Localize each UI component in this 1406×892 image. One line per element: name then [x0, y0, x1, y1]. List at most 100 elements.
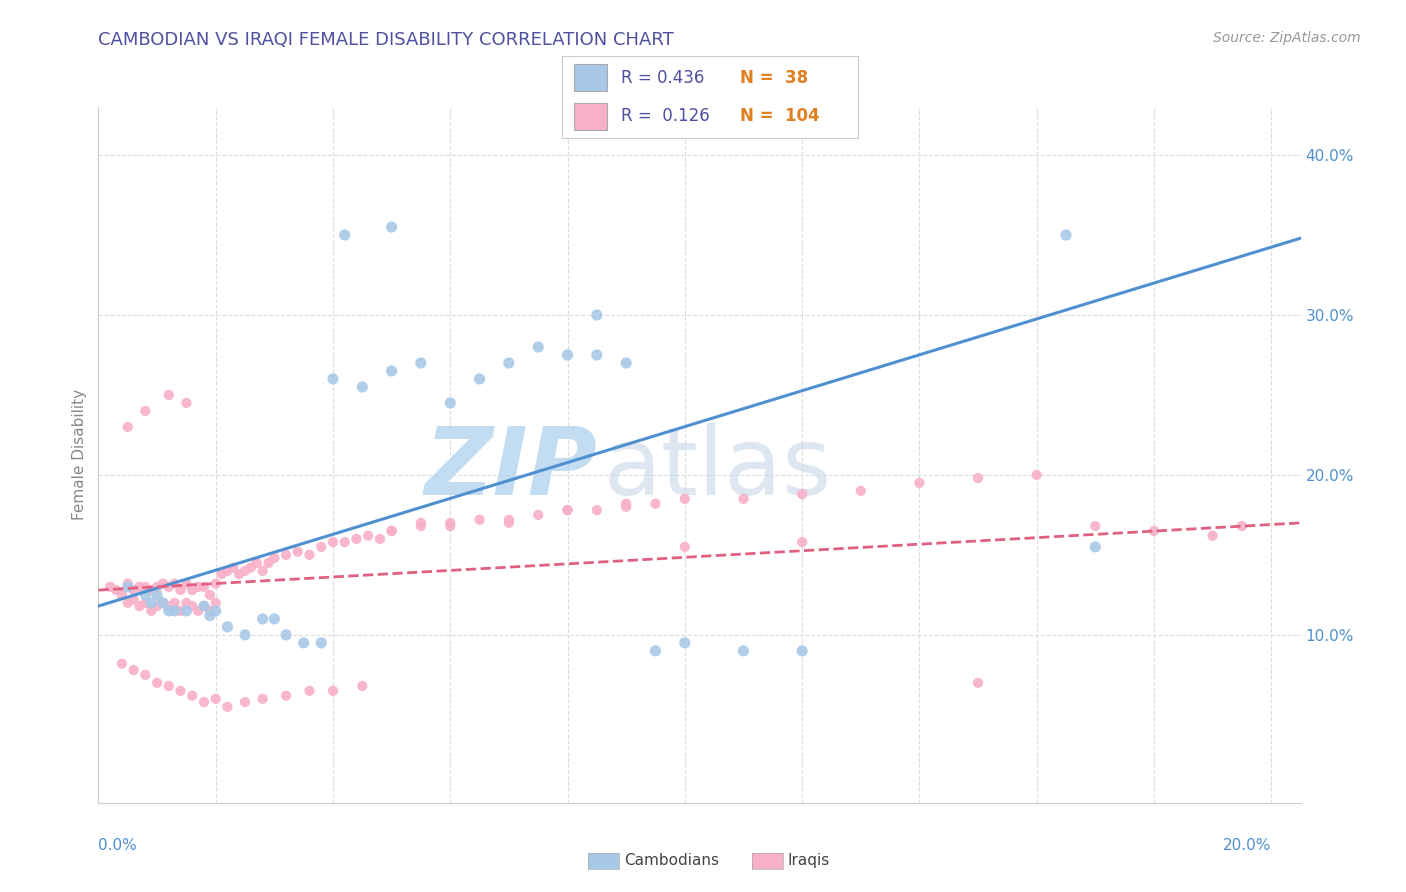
Point	[1230, 519, 1253, 533]
Text: N =  104: N = 104	[740, 107, 820, 125]
Point	[644, 644, 666, 658]
Point	[439, 519, 461, 533]
Point	[352, 679, 374, 693]
Point	[614, 497, 637, 511]
Point	[357, 529, 380, 543]
Point	[157, 388, 180, 402]
Point	[176, 396, 198, 410]
Point	[169, 683, 191, 698]
Point	[309, 540, 332, 554]
Point	[181, 689, 204, 703]
Point	[98, 580, 121, 594]
Point	[527, 340, 550, 354]
Point	[117, 420, 139, 434]
Point	[409, 356, 432, 370]
Point	[586, 348, 609, 362]
Point	[152, 576, 174, 591]
Point	[1143, 524, 1166, 538]
Point	[163, 604, 186, 618]
Point	[368, 532, 391, 546]
Point	[187, 604, 209, 618]
Text: ZIP: ZIP	[425, 423, 598, 515]
Point	[498, 356, 520, 370]
Point	[1054, 227, 1077, 242]
Point	[274, 548, 297, 562]
Point	[128, 580, 150, 594]
Bar	[574, 103, 607, 130]
Point	[586, 503, 609, 517]
Point	[263, 551, 285, 566]
Y-axis label: Female Disability: Female Disability	[72, 389, 87, 521]
Point	[176, 604, 198, 618]
Point	[141, 596, 163, 610]
Point	[409, 519, 432, 533]
Point	[146, 580, 169, 594]
Point	[146, 676, 169, 690]
Point	[257, 556, 280, 570]
Point	[239, 560, 262, 574]
Point	[233, 564, 256, 578]
Point	[586, 308, 609, 322]
Point	[193, 695, 215, 709]
Point	[252, 691, 274, 706]
Point	[204, 691, 226, 706]
Point	[733, 644, 755, 658]
Point	[439, 516, 461, 530]
Point	[176, 576, 198, 591]
Point	[439, 396, 461, 410]
Point	[790, 644, 813, 658]
Point	[117, 576, 139, 591]
Point	[211, 567, 233, 582]
Point	[193, 599, 215, 613]
Point	[122, 663, 145, 677]
Point	[673, 636, 696, 650]
Point	[169, 604, 191, 618]
Point	[181, 599, 204, 613]
Text: R = 0.436: R = 0.436	[621, 70, 704, 87]
Text: R =  0.126: R = 0.126	[621, 107, 710, 125]
Point	[498, 513, 520, 527]
Point	[908, 475, 931, 490]
Point	[790, 535, 813, 549]
Point	[217, 620, 239, 634]
Point	[614, 356, 637, 370]
Point	[409, 516, 432, 530]
Point	[1084, 540, 1107, 554]
Point	[157, 679, 180, 693]
Point	[333, 227, 356, 242]
Point	[614, 500, 637, 514]
Point	[228, 567, 250, 582]
Point	[381, 364, 404, 378]
Point	[381, 524, 404, 538]
Text: 0.0%: 0.0%	[98, 838, 138, 853]
Point	[967, 471, 990, 485]
Point	[105, 583, 128, 598]
Point	[134, 580, 156, 594]
Point	[346, 532, 368, 546]
Point	[176, 596, 198, 610]
Point	[673, 491, 696, 506]
Point	[309, 636, 332, 650]
Point	[111, 588, 134, 602]
Text: CAMBODIAN VS IRAQI FEMALE DISABILITY CORRELATION CHART: CAMBODIAN VS IRAQI FEMALE DISABILITY COR…	[98, 31, 673, 49]
Point	[468, 372, 491, 386]
Point	[733, 491, 755, 506]
Point	[274, 689, 297, 703]
Point	[1025, 467, 1047, 482]
Point	[117, 580, 139, 594]
Point	[141, 604, 163, 618]
Point	[122, 583, 145, 598]
Point	[122, 592, 145, 607]
Point	[287, 544, 309, 558]
Point	[849, 483, 872, 498]
Point	[263, 612, 285, 626]
Point	[152, 596, 174, 610]
Point	[198, 588, 221, 602]
Point	[134, 588, 156, 602]
Point	[298, 683, 321, 698]
Point	[322, 535, 344, 549]
Point	[157, 604, 180, 618]
Point	[146, 599, 169, 613]
Point	[134, 404, 156, 418]
Point	[204, 576, 226, 591]
